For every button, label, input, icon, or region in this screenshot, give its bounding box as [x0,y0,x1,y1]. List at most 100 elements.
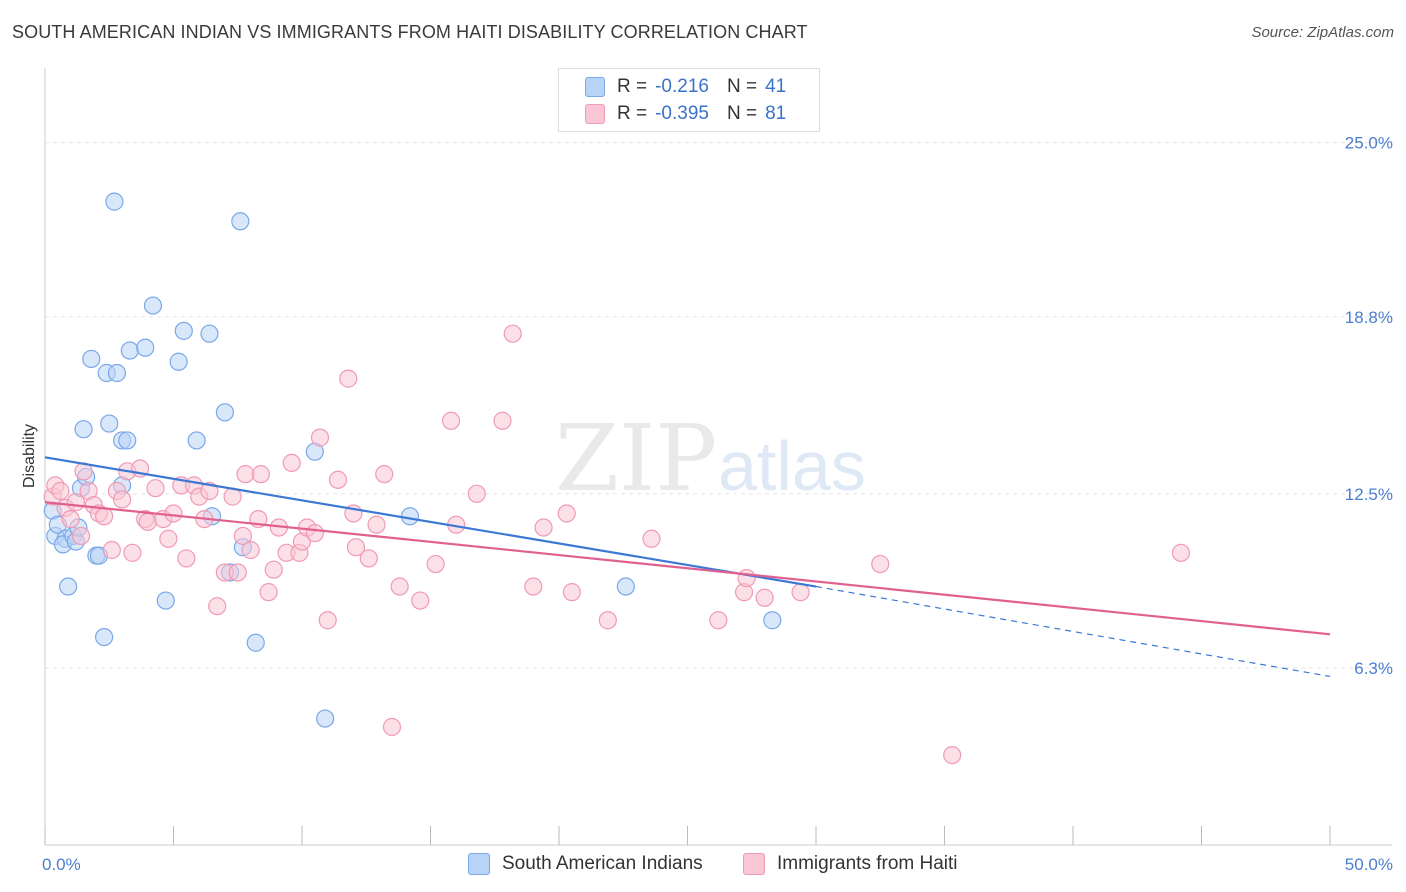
data-point [231,212,250,231]
data-point [51,481,70,501]
data-point [159,529,178,548]
data-point [156,591,175,610]
trend-line-extension [815,585,1331,678]
data-point [375,465,394,484]
y-tick-label: 12.5% [1345,485,1393,504]
trend-lines [44,456,1331,678]
data-point [871,554,890,574]
data-point [400,507,420,526]
data-point [264,560,283,579]
data-point [95,627,114,647]
series-immigrants-from-haiti [43,324,1191,765]
legend-row-haiti: R = -0.395 N = 81 [585,101,786,127]
data-point [95,507,114,526]
data-point [236,465,255,484]
data-point [1171,543,1191,562]
y-tick-label: 25.0% [1345,134,1393,153]
data-point [105,192,124,211]
data-point [557,504,576,523]
x-tick-label: 50.0% [1345,855,1393,874]
data-point [208,597,227,616]
chart-title: SOUTH AMERICAN INDIAN VS IMMIGRANTS FROM… [12,22,808,42]
data-point [143,296,163,315]
data-point [503,324,522,343]
data-point [200,481,219,501]
data-point [755,588,774,607]
data-point [61,509,80,529]
data-point [215,403,234,422]
data-point [59,577,78,596]
data-point [493,411,512,430]
data-point [177,549,196,568]
legend-r-value: -0.216 [655,76,709,97]
axes [44,68,1392,846]
legend-n-label: N = [726,103,758,124]
bottom-legend-swatch-sai [468,853,490,875]
data-point [118,431,137,450]
data-point [282,453,301,473]
data-point [411,591,430,610]
data-point [328,470,348,489]
legend-r-label: R = [617,103,648,124]
data-point [763,611,782,630]
data-point [102,540,121,560]
data-point [107,363,127,383]
data-point [120,341,139,360]
data-point [426,554,445,574]
data-point [346,538,366,557]
data-point [467,484,486,503]
legend-row-sai: R = -0.216 N = 41 [585,74,786,100]
data-point [598,611,617,630]
series-layer [43,192,1191,765]
legend-swatch-sai [585,77,605,97]
data-point [74,420,93,439]
data-point [791,583,810,602]
legend-r-label: R = [617,76,648,97]
data-point [241,540,260,560]
y-axis-label: Disability [21,424,38,488]
data-point [164,504,183,523]
watermark-atlas: atlas [718,427,866,505]
y-tick-labels: 6.3% 12.5% 18.8% 25.0% [1345,134,1393,678]
data-point [524,577,543,596]
legend-n-label: N = [726,76,758,97]
data-point [146,479,165,498]
data-point [534,518,553,537]
data-point [187,431,206,450]
data-point [943,745,962,765]
data-point [138,512,157,532]
bottom-legend-haiti: Immigrants from Haiti [743,851,958,877]
data-point [316,709,335,728]
data-point [259,583,278,602]
data-point [441,411,461,430]
data-point [382,717,402,737]
x-tick-labels: 0.0% 50.0% [42,855,1393,874]
y-tick-label: 6.3% [1354,659,1393,678]
data-point [112,490,132,509]
legend-r-value: -0.395 [655,103,709,124]
data-point [136,338,155,357]
data-point [246,633,265,652]
data-point [367,515,386,534]
data-point [228,563,247,582]
data-point [71,526,91,546]
y-tick-label: 18.8% [1345,308,1393,327]
data-point [200,324,219,343]
bottom-legend-label-sai: South American Indians [502,853,703,874]
legend-n-value: 41 [765,76,787,97]
data-point [737,568,756,588]
data-point [169,352,188,371]
data-point [123,543,142,562]
data-point [251,465,270,484]
watermark-zip: ZIP [555,405,717,512]
data-point [310,428,330,447]
trend-line [44,501,1331,636]
data-point [174,321,193,340]
data-point [359,549,378,568]
data-point [562,583,581,602]
bottom-legend-label-haiti: Immigrants from Haiti [777,853,958,874]
data-point [305,524,324,543]
bottom-legend-swatch-haiti [743,853,765,875]
data-point [318,611,337,630]
